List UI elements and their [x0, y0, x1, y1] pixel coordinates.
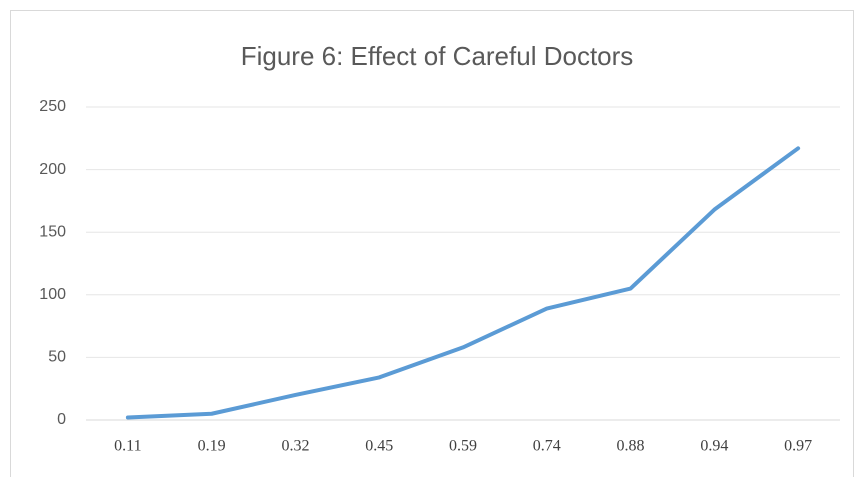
x-tick-label: 0.32 — [281, 438, 309, 455]
data-line — [125, 146, 801, 420]
y-tick-label: 100 — [39, 286, 66, 303]
y-tick-label: 50 — [48, 349, 66, 366]
chart-border — [10, 10, 854, 477]
y-tick-label: 0 — [57, 411, 66, 428]
x-tick-label: 0.74 — [533, 438, 561, 455]
x-tick-label: 0.11 — [114, 438, 141, 455]
x-tick-label: 0.59 — [449, 438, 477, 455]
y-tick-label: 150 — [39, 223, 66, 240]
y-tick-label: 200 — [39, 161, 66, 178]
x-tick-label: 0.19 — [198, 438, 226, 455]
y-tick-label: 250 — [39, 98, 66, 115]
x-tick-label: 0.45 — [365, 438, 393, 455]
x-tick-label: 0.94 — [700, 438, 728, 455]
chart-title: Figure 6: Effect of Careful Doctors — [241, 41, 634, 71]
x-tick-label: 0.97 — [784, 438, 812, 455]
x-tick-label: 0.88 — [617, 438, 645, 455]
